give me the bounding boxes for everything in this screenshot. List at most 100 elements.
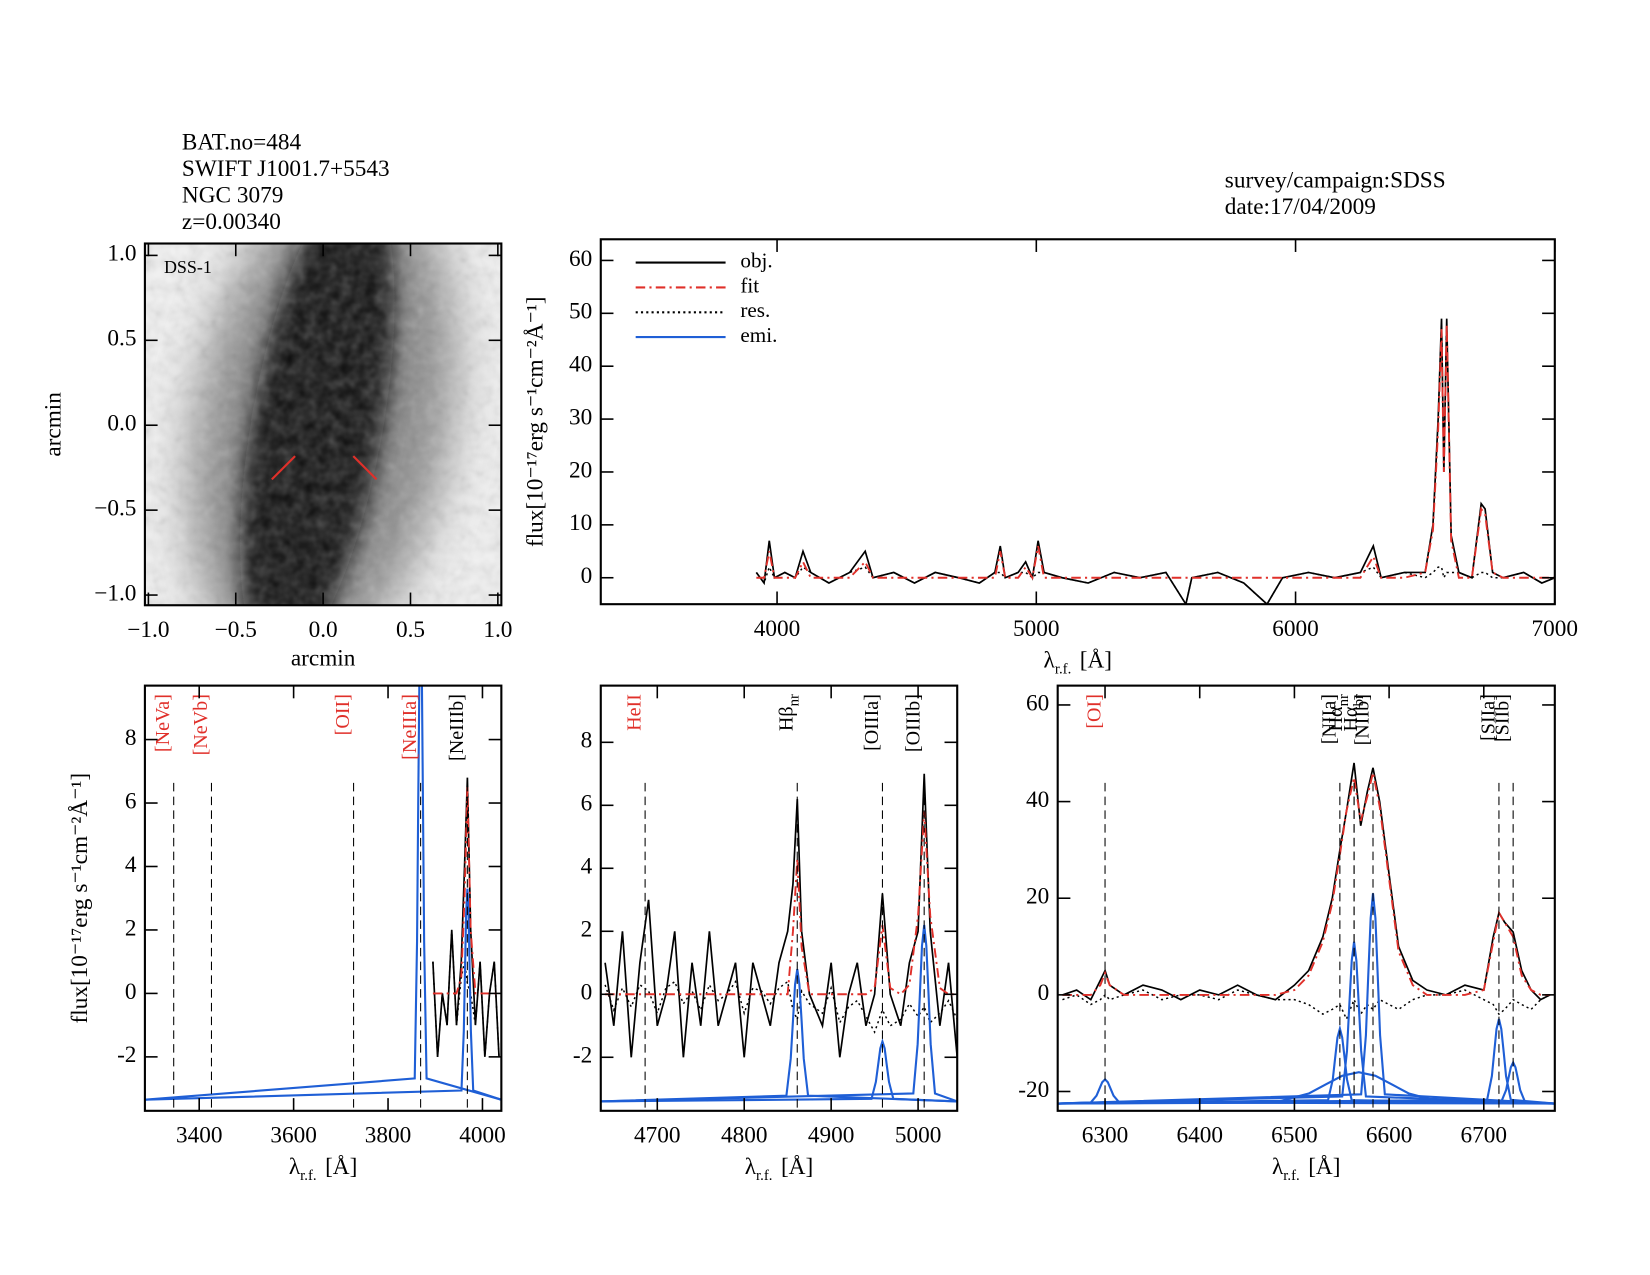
line-label-text: [SIIa]	[1477, 694, 1499, 741]
y-tick-label: 8	[125, 725, 137, 751]
emission-component	[144, 888, 502, 1101]
y-tick-label: 1.0	[107, 241, 136, 267]
x-tick-label: 3600	[270, 1123, 317, 1149]
x-label-unit: [Å]	[781, 1154, 813, 1180]
line-label-sub: br	[1351, 694, 1367, 706]
line-label-text: HeII	[623, 694, 645, 731]
x-tick-label: 4800	[721, 1123, 768, 1149]
y-tick-label: -2	[117, 1042, 136, 1068]
line-label: [SIIb]	[1491, 694, 1513, 742]
line-label: [NIIb]	[1351, 694, 1373, 745]
line-label: [NIIa]	[1318, 694, 1340, 744]
y-tick-label: 8	[581, 728, 593, 754]
x-tick-label: 4000	[459, 1123, 506, 1149]
line-label: [NeIIIa]	[399, 694, 421, 760]
y-tick-label: 40	[569, 352, 592, 378]
y-axis-label: flux[10⁻¹⁷erg s⁻¹cm⁻²Å⁻¹]	[67, 773, 93, 1024]
plot-area	[144, 685, 502, 1101]
line-label-text: [SIIb]	[1491, 694, 1513, 742]
x-tick-label: 6300	[1082, 1123, 1129, 1149]
y-tick-label: 0	[1038, 980, 1050, 1006]
x-tick-label: 5000	[895, 1123, 942, 1149]
line-label: [OIIIb]	[902, 694, 924, 752]
x-axis-label: arcmin	[291, 646, 356, 672]
y-tick-label: 60	[569, 246, 592, 272]
line-label: [NeVb]	[190, 694, 212, 755]
y-tick-label: 0	[125, 979, 137, 1005]
y-tick-label: 6	[125, 788, 137, 814]
y-axis-label: flux[10⁻¹⁷erg s⁻¹cm⁻²Å⁻¹]	[523, 296, 549, 547]
line-label-text: [NIIb]	[1351, 694, 1373, 745]
line-label: [NeIIIb]	[445, 694, 467, 761]
x-tick-label: 1.0	[483, 617, 512, 643]
x-label-main: λ	[745, 1154, 757, 1180]
emission-component	[600, 1038, 958, 1103]
legend-label: emi.	[740, 323, 777, 347]
x-axis-label: λr.f. [Å]	[289, 1154, 357, 1184]
line-label-text: Hα	[1325, 706, 1347, 731]
line-label: [OII]	[332, 694, 354, 735]
x-tick-label: 3800	[365, 1123, 411, 1149]
x-tick-label: 4700	[634, 1123, 681, 1149]
x-label-unit: [Å]	[1080, 648, 1112, 674]
y-tick-label: 0.0	[107, 411, 136, 437]
line-label-text: Hβ	[775, 706, 797, 731]
x-axis-label: λr.f. [Å]	[1044, 648, 1112, 678]
x-label-main: λ	[289, 1154, 301, 1180]
y-tick-label: 40	[1026, 787, 1049, 813]
y-tick-label: 6	[581, 791, 593, 817]
y-tick-label: 0	[581, 563, 593, 589]
line-label: [OIIIa]	[861, 694, 883, 751]
x-tick-label: 6600	[1366, 1123, 1412, 1149]
x-axis-label: λr.f. [Å]	[745, 1154, 813, 1184]
line-label-text: [OIIIa]	[861, 694, 883, 751]
x-label-unit: [Å]	[1308, 1154, 1340, 1180]
axes-frame	[143, 684, 503, 1112]
x-tick-label: 4000	[754, 616, 801, 642]
info-line: date:17/04/2009	[1225, 194, 1376, 220]
header-line: z=0.00340	[182, 209, 281, 235]
y-tick-label: −1.0	[94, 580, 136, 606]
x-label-main: λ	[1272, 1154, 1284, 1180]
y-tick-label: 0.5	[107, 326, 136, 352]
x-label-main: λ	[1044, 648, 1056, 674]
image-label: DSS-1	[164, 257, 212, 277]
line-label: [NeVa]	[152, 694, 174, 752]
emission-component	[144, 685, 502, 1101]
x-tick-label: 0.0	[309, 617, 338, 643]
line-label-sub: nr	[1337, 694, 1353, 706]
axes-frame	[599, 684, 959, 1112]
y-tick-label: 60	[1026, 690, 1049, 716]
line-label: Hαnr	[1325, 694, 1353, 731]
y-tick-label: 20	[1026, 884, 1049, 910]
fit-line	[1062, 772, 1551, 996]
line-label-text: [NeIIIa]	[399, 694, 421, 760]
plot-area	[755, 318, 1555, 605]
emission-component	[1057, 1024, 1555, 1105]
line-label-text: [OI]	[1083, 694, 1105, 729]
fit-line	[605, 811, 958, 996]
x-label-sub: r.f.	[300, 1168, 316, 1184]
x-tick-label: −1.0	[127, 617, 169, 643]
x-tick-label: 6000	[1272, 616, 1318, 642]
x-tick-label: 4900	[808, 1123, 854, 1149]
header-line: NGC 3079	[182, 182, 283, 208]
x-axis-label: λr.f. [Å]	[1272, 1154, 1340, 1184]
legend-label: obj.	[740, 248, 772, 272]
line-label: [SIIa]	[1477, 694, 1499, 741]
dss-image	[144, 243, 502, 606]
x-label-unit: [Å]	[325, 1154, 357, 1180]
x-label-sub: r.f.	[1283, 1168, 1299, 1184]
line-label-text: [NIIa]	[1318, 694, 1340, 744]
header-line: BAT.no=484	[182, 129, 302, 155]
image-grain	[144, 243, 502, 606]
line-label-text: [NeIIIb]	[445, 694, 467, 761]
fit-line	[432, 787, 500, 995]
x-tick-label: 5000	[1013, 616, 1060, 642]
info-line: survey/campaign:SDSS	[1225, 168, 1446, 194]
marker	[352, 455, 378, 481]
line-label: HeII	[623, 694, 645, 731]
line-label: [OI]	[1083, 694, 1105, 729]
